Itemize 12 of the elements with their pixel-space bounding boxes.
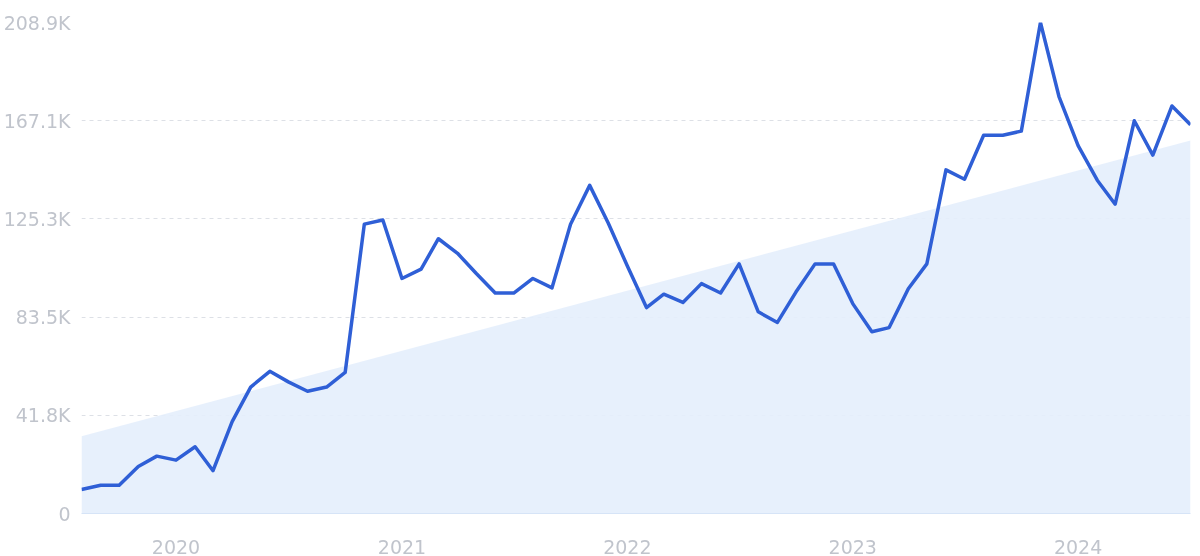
y-tick-label: 125.3K — [3, 207, 72, 230]
y-tick-label: 167.1K — [3, 109, 72, 132]
y-tick-label: 208.9K — [3, 11, 72, 34]
y-tick-label: 0 — [58, 502, 71, 525]
x-tick-label: 2024 — [1053, 535, 1103, 556]
x-tick-label: 2022 — [603, 535, 652, 556]
x-tick-label: 2021 — [377, 535, 427, 556]
y-tick-label: 41.8K — [15, 404, 72, 427]
x-tick-label: 2023 — [828, 535, 877, 556]
y-tick-label: 83.5K — [15, 306, 72, 329]
line-series — [81, 22, 1191, 492]
x-tick-label: 2020 — [151, 535, 201, 556]
